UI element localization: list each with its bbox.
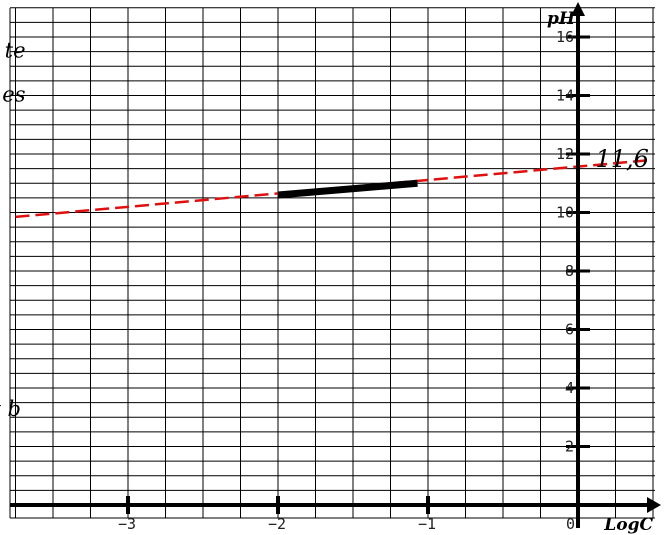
y-tick-label: 4	[565, 379, 574, 397]
labels: pH LogC	[547, 9, 653, 535]
x-tick-label: −3	[118, 515, 136, 533]
series-layer	[15, 158, 654, 219]
intercept-annotation: 11,6	[596, 145, 649, 173]
x-tick-label: −1	[418, 515, 436, 533]
y-axis-arrow	[571, 2, 585, 16]
cropped-annotation: t b	[0, 397, 21, 421]
x-axis-label: LogC	[603, 515, 653, 535]
cropped-annotation: es	[2, 82, 25, 106]
y-tick-label: 12	[556, 145, 574, 163]
y-tick-label: 10	[556, 204, 574, 222]
x-tick-label: −2	[268, 515, 286, 533]
grid	[9, 7, 655, 519]
annotations: 11,6 te es t b	[0, 38, 649, 420]
y-tick-label: 8	[565, 262, 574, 280]
x-tick-label: 0	[566, 515, 575, 533]
y-axis-label: pH	[547, 9, 576, 29]
y-tick-label: 6	[565, 321, 574, 339]
ticks: −3 −2 −1 0 2 4 6 8 10 12 14 16	[118, 28, 590, 533]
x-axis-arrow	[647, 497, 661, 513]
y-tick-label: 14	[556, 87, 574, 105]
y-tick-label: 2	[565, 438, 574, 456]
y-tick-label: 16	[556, 28, 574, 46]
cropped-annotation: te	[5, 38, 26, 62]
thick-series-line	[277, 179, 418, 199]
